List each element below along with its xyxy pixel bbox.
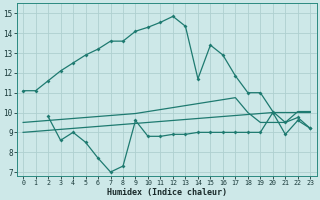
X-axis label: Humidex (Indice chaleur): Humidex (Indice chaleur) — [107, 188, 227, 197]
